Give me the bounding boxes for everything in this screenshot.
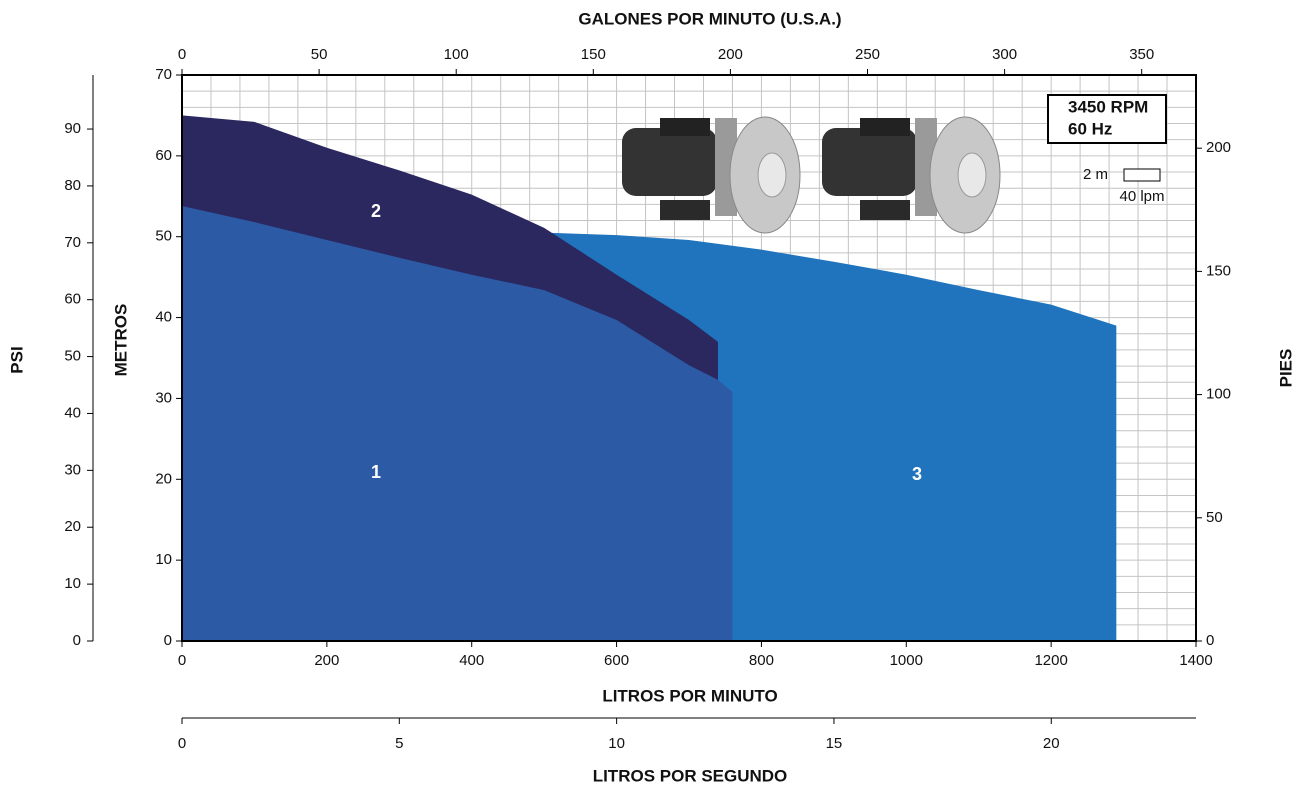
pies-tick-label: 50 (1206, 509, 1223, 526)
scale-box (1123, 168, 1161, 182)
top-tick-label: 100 (444, 46, 469, 63)
plot-frame (181, 74, 1197, 642)
psi-axis-title: PSI (7, 346, 26, 373)
area (182, 205, 733, 641)
psi-tick-label: 30 (64, 461, 81, 478)
y-tick-label: 60 (155, 147, 172, 164)
bottom2-tick-label: 10 (608, 735, 625, 752)
x-tick-label: 600 (604, 652, 629, 669)
bottom-axis2-title: LITROS POR SEGUNDO (593, 766, 788, 785)
x-tick-label: 200 (314, 652, 339, 669)
pump-images (622, 116, 1001, 234)
top-tick-label: 50 (311, 46, 328, 63)
top-tick-label: 300 (992, 46, 1017, 63)
area-label: 1 (371, 462, 381, 482)
y-tick-label: 40 (155, 309, 172, 326)
pies-tick-label: 200 (1206, 139, 1231, 156)
area-label: 3 (912, 464, 922, 484)
top-tick-label: 200 (718, 46, 743, 63)
psi-tick-label: 10 (64, 575, 81, 592)
info-box (1047, 94, 1167, 144)
pump-2 (822, 116, 1001, 234)
pies-tick-label: 150 (1206, 262, 1231, 279)
psi-tick-label: 20 (64, 518, 81, 535)
y-tick-label: 50 (155, 228, 172, 245)
x-tick-label: 1400 (1179, 652, 1212, 669)
psi-tick-label: 90 (64, 120, 81, 137)
x-tick-label: 400 (459, 652, 484, 669)
psi-tick-label: 80 (64, 177, 81, 194)
x-tick-label: 800 (749, 652, 774, 669)
scale-x-label: 40 lpm (1119, 188, 1164, 205)
x-tick-label: 1200 (1034, 652, 1067, 669)
bottom2-tick-label: 0 (178, 735, 186, 752)
y-tick-label: 20 (155, 470, 172, 487)
pies-axis-title: PIES (1276, 349, 1295, 388)
bottom2-tick-label: 20 (1043, 735, 1060, 752)
y-axis-title: METROS (111, 304, 130, 377)
scale-y-label: 2 m (1083, 166, 1108, 183)
x-tick-label: 1000 (890, 652, 923, 669)
areas (182, 115, 1117, 642)
top-tick-label: 150 (581, 46, 606, 63)
y-tick-label: 30 (155, 389, 172, 406)
top-tick-label: 250 (855, 46, 880, 63)
psi-tick-label: 70 (64, 234, 81, 251)
y-tick-label: 0 (164, 632, 172, 649)
psi-tick-label: 60 (64, 291, 81, 308)
top-axis-title: GALONES POR MINUTO (U.S.A.) (578, 9, 841, 28)
psi-tick-label: 0 (73, 632, 81, 649)
bottom2-tick-label: 5 (395, 735, 403, 752)
pump-1 (622, 116, 801, 234)
psi-tick-label: 40 (64, 404, 81, 421)
y-tick-label: 70 (155, 66, 172, 83)
psi-tick-label: 50 (64, 348, 81, 365)
top-tick-label: 350 (1129, 46, 1154, 63)
hz-label: 60 Hz (1068, 119, 1112, 138)
bottom2-tick-label: 15 (826, 735, 843, 752)
pies-tick-label: 0 (1206, 632, 1214, 649)
area-label: 2 (371, 201, 381, 221)
x-axis-title: LITROS POR MINUTO (602, 686, 777, 705)
top-tick-label: 0 (178, 46, 186, 63)
rpm-label: 3450 RPM (1068, 97, 1148, 116)
x-tick-label: 0 (178, 652, 186, 669)
pies-tick-label: 100 (1206, 386, 1231, 403)
y-tick-label: 10 (155, 551, 172, 568)
